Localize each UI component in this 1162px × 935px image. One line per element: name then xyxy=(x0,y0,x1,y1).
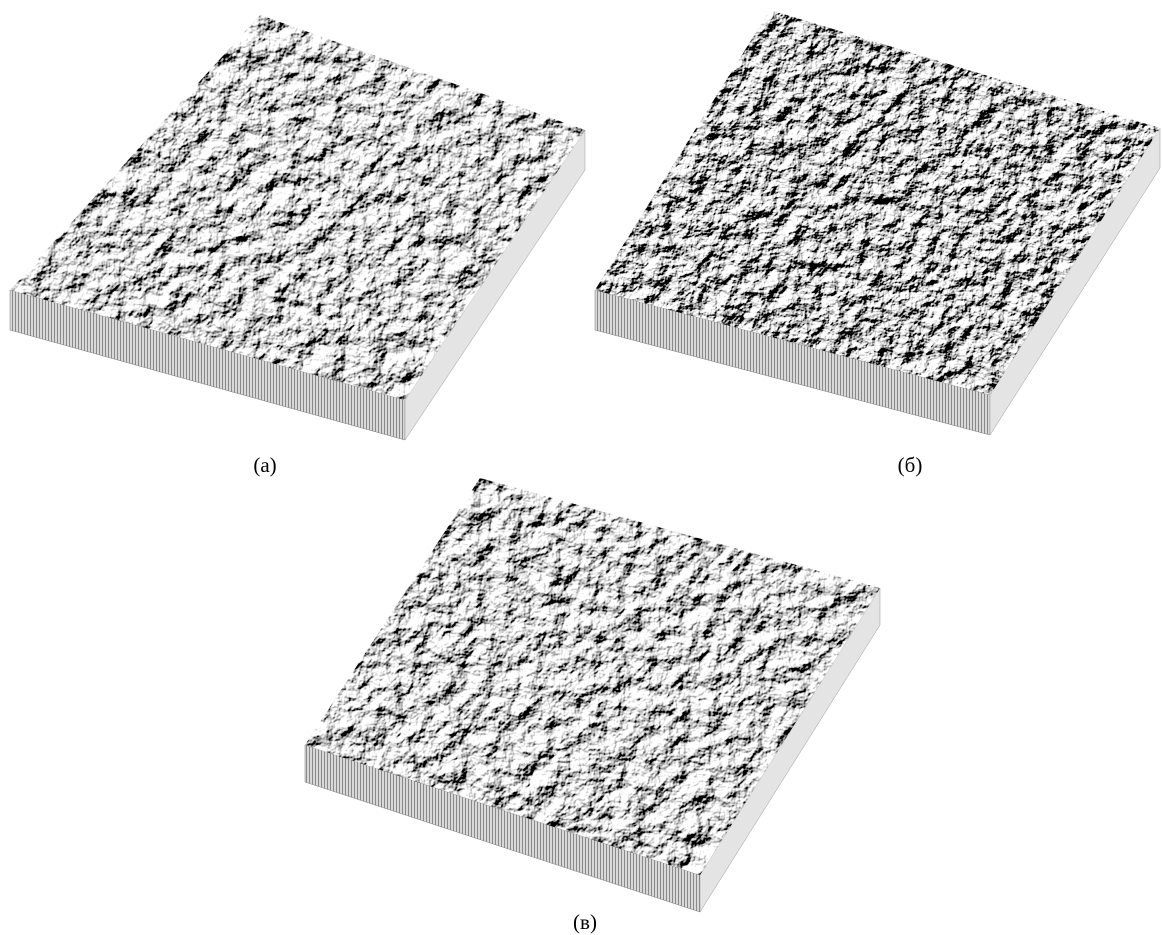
surface-a xyxy=(10,15,585,440)
caption: (а) xyxy=(253,453,276,477)
caption: (в) xyxy=(573,910,597,934)
figure: (а) (б) (в) xyxy=(0,0,1162,935)
surface-b xyxy=(595,10,1160,435)
page: (а) (б) (в) (() => { const data = JSON.p… xyxy=(0,0,1162,935)
caption: (б) xyxy=(898,453,923,477)
surface-c xyxy=(305,478,880,912)
